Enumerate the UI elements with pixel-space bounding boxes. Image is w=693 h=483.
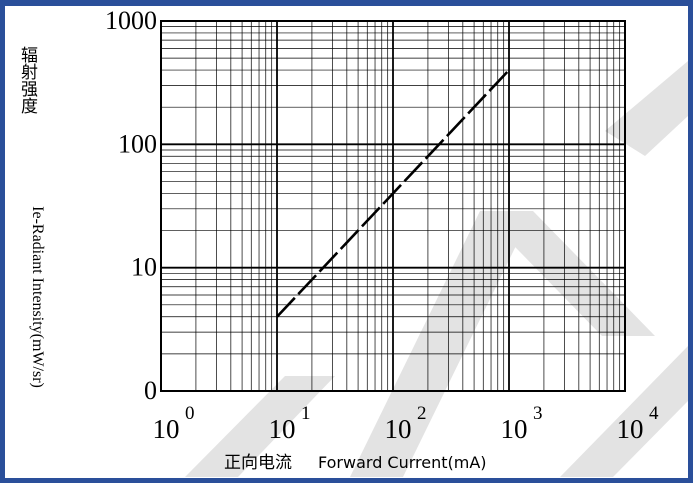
y-tick-labels: 0 10 100 1000 bbox=[105, 6, 157, 405]
plot-border bbox=[160, 20, 626, 392]
y-tick-label: 100 bbox=[118, 129, 157, 158]
x-axis-title: 正向电流 Forward Current(mA) bbox=[224, 453, 487, 473]
x-tick-exponent: 3 bbox=[533, 403, 543, 424]
x-tick-exponent: 1 bbox=[301, 403, 311, 424]
x-axis-title-text: Forward Current(mA) bbox=[318, 453, 487, 472]
x-tick-label: 10 bbox=[269, 414, 296, 444]
watermark-stripe bbox=[185, 376, 335, 477]
series-line bbox=[276, 69, 510, 318]
watermark-stripe bbox=[350, 211, 533, 477]
grid-lines bbox=[160, 20, 626, 392]
y-axis-title: 辐射强度 Ie-Radiant Intensity(mW/sr) bbox=[17, 46, 46, 388]
x-tick-exponent: 2 bbox=[417, 403, 427, 424]
x-tick-label: 10 bbox=[153, 414, 180, 444]
x-tick-exponent: 0 bbox=[185, 403, 195, 424]
watermark-stripe bbox=[605, 61, 688, 156]
y-tick-label: 0 bbox=[144, 376, 157, 405]
series-group bbox=[276, 69, 510, 318]
x-tick-label: 10 bbox=[501, 414, 528, 444]
y-tick-label: 1000 bbox=[105, 6, 157, 35]
y-axis-title-text: Ie-Radiant Intensity(mW/sr) bbox=[29, 206, 46, 388]
y-tick-label: 10 bbox=[131, 253, 157, 282]
x-axis-title-cjk: 正向电流 bbox=[224, 453, 292, 473]
x-tick-exponent: 4 bbox=[649, 403, 659, 424]
x-tick-label: 10 bbox=[385, 414, 412, 444]
y-axis-title-cjk: 辐射强度 bbox=[17, 46, 38, 114]
x-tick-label: 10 bbox=[617, 414, 644, 444]
watermark-stripe bbox=[560, 346, 688, 477]
watermark-stripes bbox=[185, 61, 688, 477]
